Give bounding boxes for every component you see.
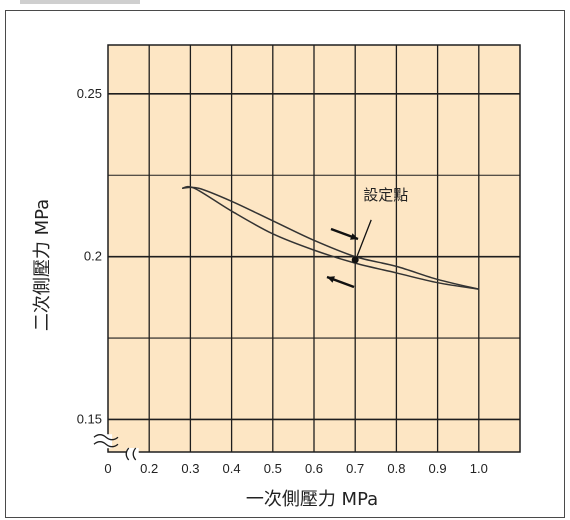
x-tick-label-1: 0.2 <box>140 461 158 476</box>
x-tick-label-8: 0.9 <box>429 461 447 476</box>
y-axis-title: 二次側壓力 MPa <box>32 199 53 331</box>
set-point-label: 設定點 <box>363 186 408 204</box>
arrow-right-head <box>350 233 358 240</box>
break-mark-y-2 <box>93 441 119 448</box>
break-mark-y-1 <box>93 434 119 441</box>
x-tick-label-6: 0.7 <box>346 461 364 476</box>
top-strip <box>0 0 570 10</box>
x-tick-label-5: 0.6 <box>305 461 323 476</box>
y-tick-label-2: 0.15 <box>77 411 102 426</box>
set-point-marker <box>351 256 359 264</box>
x-tick-label-7: 0.8 <box>387 461 405 476</box>
annotations: 設定點 <box>326 186 408 289</box>
set-point-leader <box>356 219 372 257</box>
arrow-left-head <box>327 276 335 283</box>
series-line-1 <box>182 185 479 290</box>
x-tick-label-2: 0.3 <box>181 461 199 476</box>
series <box>182 185 479 290</box>
y-tick-label-1: 0.2 <box>84 249 102 264</box>
x-axis-title: 一次側壓力 MPa <box>246 489 378 510</box>
y-tick-label-0: 0.25 <box>77 86 102 101</box>
series-line-0 <box>182 186 479 290</box>
x-tick-label-9: 1.0 <box>470 461 488 476</box>
x-tick-label-3: 0.4 <box>223 461 241 476</box>
tick-labels: 0 0.2 0.3 0.4 0.5 0.6 0.7 0.8 0.9 1.0 0.25 0.2 0.15 <box>77 86 488 476</box>
break-mark-x-2 <box>132 447 137 461</box>
break-mark-x-1 <box>125 447 130 461</box>
x-tick-label-4: 0.5 <box>264 461 282 476</box>
grid <box>108 45 520 452</box>
break-gap-y <box>96 434 112 449</box>
x-tick-label-0: 0 <box>104 461 111 476</box>
axis-break <box>93 434 139 462</box>
